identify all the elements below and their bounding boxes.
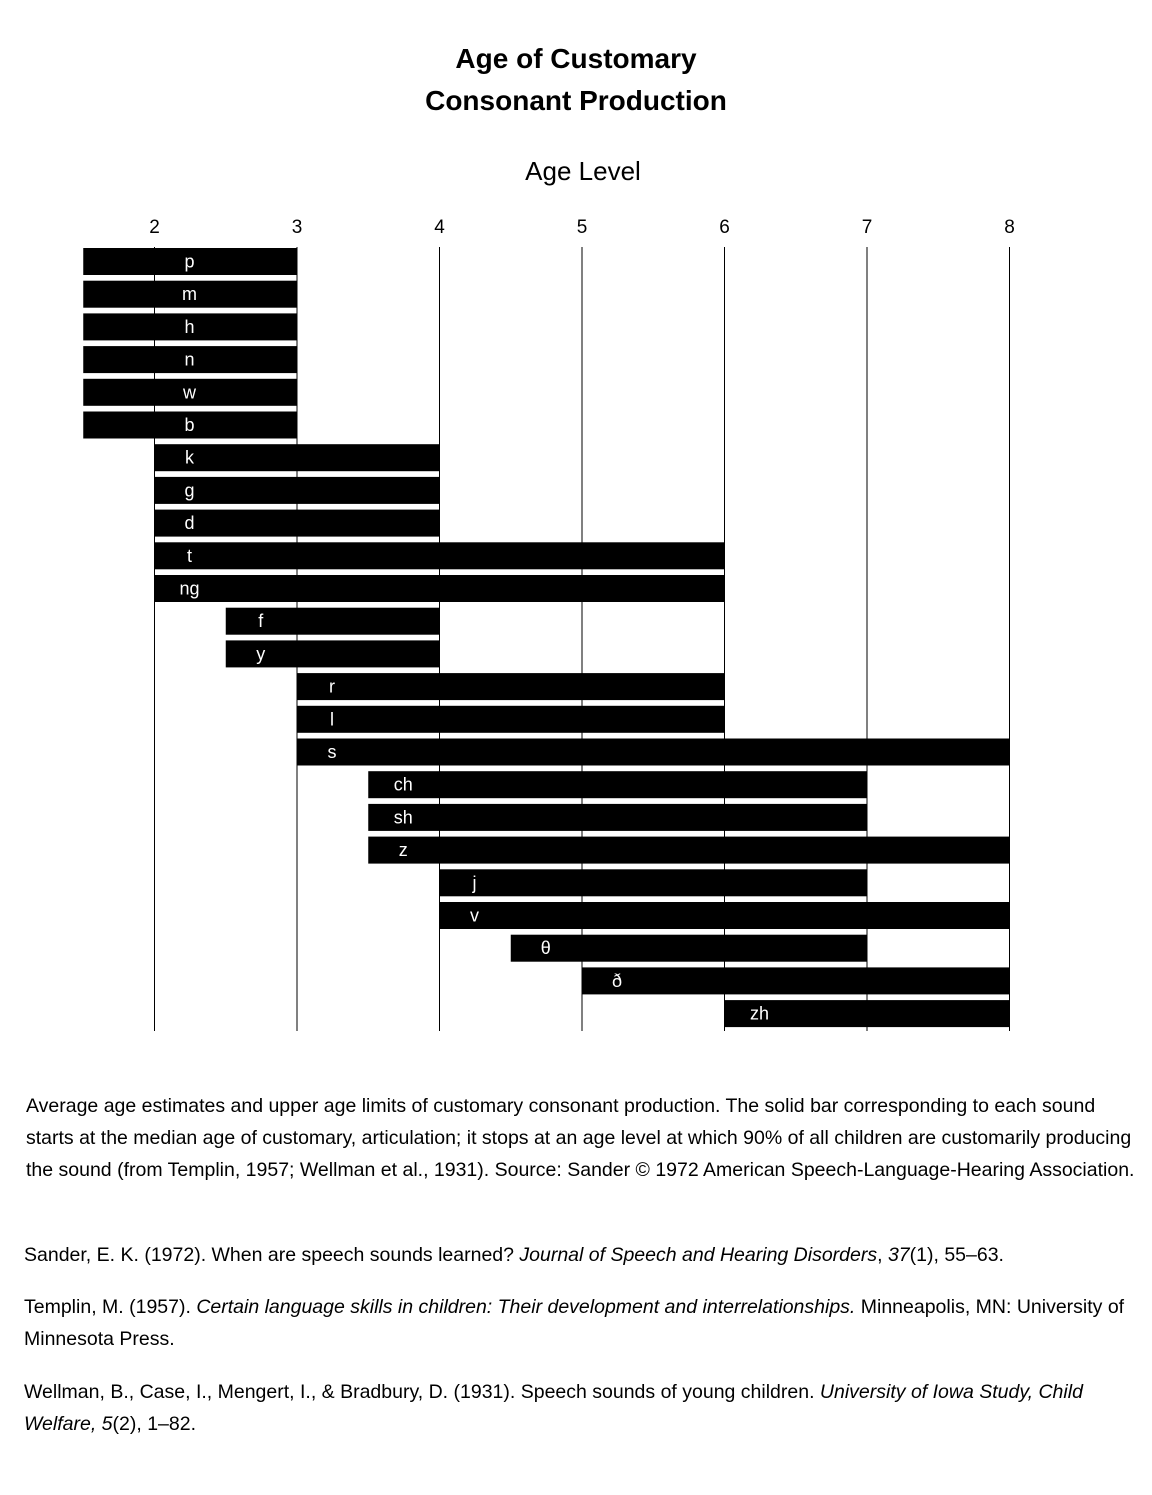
grid-lines [154,247,1010,1031]
bar-r [297,673,725,701]
bar-n [83,346,297,374]
chart-title-line-1: Age of Customary [455,43,697,74]
bar-f [225,607,440,635]
bar-label-p: p [184,252,194,272]
bar-ð [582,967,1010,995]
bar-label-ng: ng [179,579,199,599]
bar-label-ð: ð [612,971,622,991]
bar-g [154,476,440,504]
bar-label-y: y [256,644,265,664]
bar-label-θ: θ [541,938,551,958]
bar-label-r: r [329,677,335,697]
bar-w [83,378,297,406]
reference-wellman-volume: 5 [101,1413,113,1435]
chart-title: Age of Customary Consonant Production [0,38,1152,122]
x-tick-label-5: 5 [577,217,588,238]
reference-sander-post: (1), 55–63. [909,1244,1004,1266]
bar-y [225,640,440,668]
bar-label-z: z [399,840,408,860]
x-tick-label-6: 6 [719,217,730,238]
bar-label-m: m [182,284,197,304]
bar-d [154,509,440,537]
chart-title-line-2: Consonant Production [425,85,727,116]
reference-sander-pre: Sander, E. K. (1972). When are speech so… [24,1244,520,1266]
bar-sh [368,803,867,831]
bar-label-b: b [184,415,194,435]
reference-sander: Sander, E. K. (1972). When are speech so… [24,1239,1134,1271]
reference-sander-volume: 37 [887,1244,910,1266]
bar-b [83,411,297,439]
bar-θ [510,934,867,962]
bar-t [154,542,725,570]
bar-z [368,836,1010,864]
bar-j [439,869,867,897]
x-axis-title: Age Level [525,156,641,186]
x-axis-ticks: 2 3 4 5 6 7 8 [149,217,1015,238]
x-tick-label-4: 4 [434,217,445,238]
bar-zh [724,1000,1010,1028]
x-tick-label-3: 3 [292,217,303,238]
reference-wellman: Wellman, B., Case, I., Mengert, I., & Br… [24,1376,1134,1440]
x-tick-label-8: 8 [1004,217,1015,238]
bar-label-l: l [330,709,334,729]
bar-h [83,313,297,341]
bar-label-ch: ch [394,775,413,795]
bar-ng [154,575,725,602]
bar-label-f: f [258,611,264,631]
bar-label-s: s [328,742,337,762]
reference-wellman-journal: University of Iowa Study, Child Welfare, [24,1381,1083,1435]
bar-p [83,248,297,275]
reference-templin-post: Minneapolis, MN: University of Minnesota… [24,1296,1125,1350]
reference-templin: Templin, M. (1957). Certain language ski… [24,1291,1134,1355]
bar-m [83,280,297,308]
reference-sander-mid: , [877,1244,888,1266]
bar-k [154,444,440,472]
bar-ch [368,771,867,799]
bar-label-n: n [184,350,194,370]
bar-label-zh: zh [750,1004,769,1024]
bar-label-h: h [184,317,194,337]
bar-label-v: v [470,906,479,926]
bar-l [297,705,725,733]
bar-label-w: w [182,382,197,402]
x-tick-label-2: 2 [149,217,160,238]
bar-label-sh: sh [394,807,413,827]
bar-label-k: k [185,448,195,468]
figure-caption: Average age estimates and upper age limi… [26,1095,1135,1181]
reference-templin-pre: Templin, M. (1957). [24,1296,197,1318]
bar-label-d: d [184,513,194,533]
reference-templin-title: Certain language skills in children: The… [196,1296,856,1318]
reference-wellman-pre: Wellman, B., Case, I., Mengert, I., & Br… [24,1381,820,1403]
reference-wellman-post: (2), 1–82. [112,1413,196,1435]
bar-label-j: j [472,873,477,893]
x-tick-label-7: 7 [862,217,873,238]
reference-sander-journal: Journal of Speech and Hearing Disorders [519,1244,878,1266]
bar-s [297,738,1010,766]
bar-v [439,902,1010,929]
bar-label-t: t [187,546,192,566]
bar-label-g: g [184,480,194,500]
